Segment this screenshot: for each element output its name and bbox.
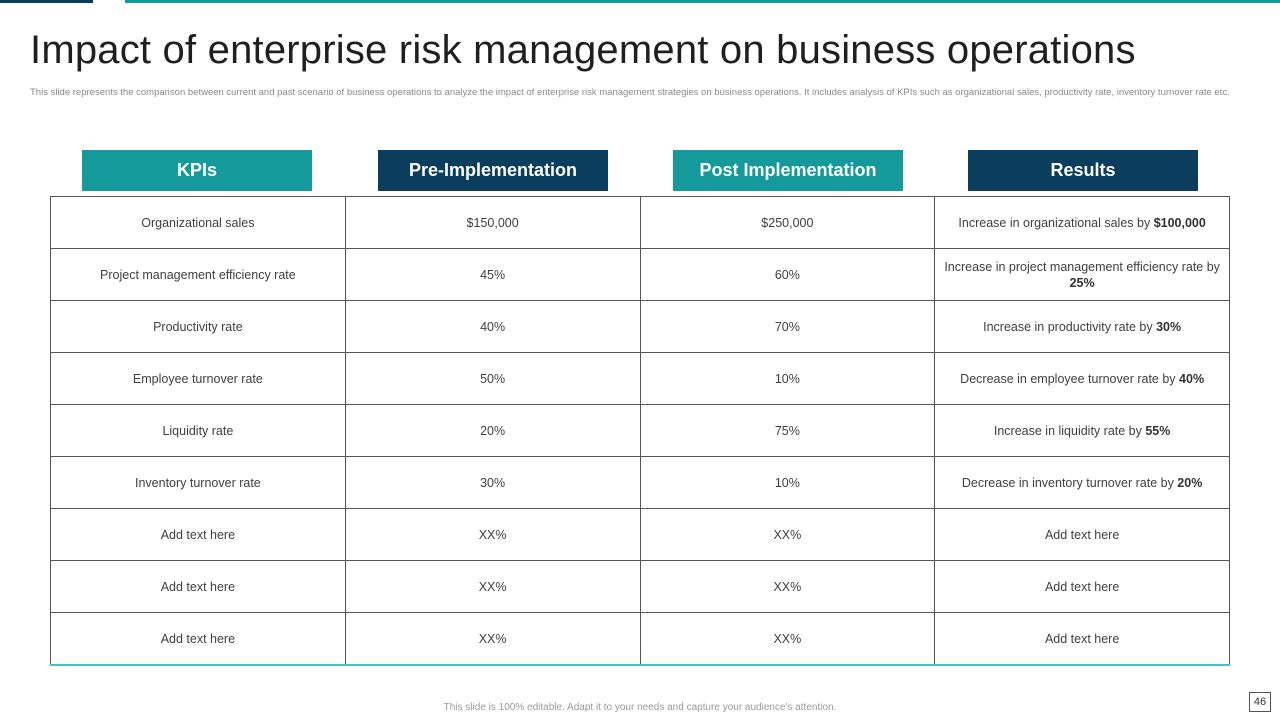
footer-note: This slide is 100% editable. Adapt it to… [443,702,837,713]
result-cell: Add text here [934,612,1230,666]
pre-implementation-cell: XX% [344,508,641,561]
kpi-comparison-table: Organizational sales $150,000 $250,000 Incr… [50,196,1230,666]
result-text: Increase in project management efficienc… [944,259,1220,274]
result-text: Decrease in inventory turnover rate by [961,475,1178,490]
result-value: 30% [1156,319,1182,334]
post-implementation-cell: XX% [639,560,936,613]
pre-implementation-cell: 20% [344,404,641,457]
kpi-cell: Add text here [50,612,346,666]
kpi-cell: Project management efficiency rate [50,248,346,301]
table-row: Productivity rate 40% 70% Increase in produ… [50,300,1230,353]
post-implementation-cell: 10% [639,456,936,509]
kpi-cell: Add text here [50,560,346,613]
column-headers: KPIs Pre-Implementation Post Implementat… [50,150,1230,191]
kpi-cell: Organizational sales [50,196,346,249]
table-row: Add text here XX% XX% Add text here [50,560,1230,613]
header-pre-implementation: Pre-Implementation [378,150,608,191]
page-number: 46 [1249,692,1271,712]
pre-implementation-cell: 50% [344,352,641,405]
header-kpis: KPIs [82,150,312,191]
kpi-cell: Liquidity rate [50,404,346,457]
table-row: Add text here XX% XX% Add text here [50,508,1230,561]
result-cell: Increase in project management efficienc… [934,248,1230,301]
pre-implementation-cell: 30% [344,456,641,509]
kpi-cell: Add text here [50,508,346,561]
post-implementation-cell: 60% [639,248,936,301]
result-cell: Increase in organizational sales by $100… [934,196,1230,249]
post-implementation-cell: 10% [639,352,936,405]
table-row: Employee turnover rate 50% 10% Decrease in … [50,352,1230,405]
slide-subtitle: This slide represents the comparison bet… [30,87,1230,98]
result-value: $100,000 [1153,215,1206,230]
header-post-implementation: Post Implementation [673,150,903,191]
post-implementation-cell: XX% [639,508,936,561]
kpi-cell: Inventory turnover rate [50,456,346,509]
result-text: Increase in liquidity rate by [993,423,1146,438]
result-value: 55% [1145,423,1171,438]
kpi-cell: Productivity rate [50,300,346,353]
post-implementation-cell: 70% [639,300,936,353]
result-value: 20% [1177,475,1203,490]
pre-implementation-cell: XX% [344,612,641,666]
result-value: 40% [1179,371,1205,386]
table-row: Inventory turnover rate 30% 10% Decrease in… [50,456,1230,509]
pre-implementation-cell: $150,000 [344,196,641,249]
kpi-cell: Employee turnover rate [50,352,346,405]
post-implementation-cell: 75% [639,404,936,457]
result-cell: Increase in productivity rate by 30% [934,300,1230,353]
result-value: 25% [1069,275,1095,290]
result-text: Add text here [1044,579,1120,594]
result-cell: Add text here [934,560,1230,613]
pre-implementation-cell: XX% [344,560,641,613]
top-accent-bar-teal [125,0,1280,3]
table-row: Liquidity rate 20% 75% Increase in liquidit… [50,404,1230,457]
top-accent-bar-dark [0,0,93,3]
result-text: Increase in productivity rate by [983,319,1157,334]
result-cell: Decrease in employee turnover rate by 40… [934,352,1230,405]
result-cell: Add text here [934,508,1230,561]
post-implementation-cell: $250,000 [639,196,936,249]
pre-implementation-cell: 45% [344,248,641,301]
result-cell: Increase in liquidity rate by 55% [934,404,1230,457]
table-row: Add text here XX% XX% Add text here [50,612,1230,666]
result-text: Add text here [1044,527,1120,542]
result-text: Add text here [1044,631,1120,646]
table-row: Project management efficiency rate 45% 60%… [50,248,1230,301]
result-text: Decrease in employee turnover rate by [960,371,1180,386]
result-cell: Decrease in inventory turnover rate by 2… [934,456,1230,509]
slide-title: Impact of enterprise risk management on … [30,28,1136,72]
pre-implementation-cell: 40% [344,300,641,353]
result-text: Increase in organizational sales by [958,215,1154,230]
table-row: Organizational sales $150,000 $250,000 Incr… [50,196,1230,249]
header-results: Results [968,150,1198,191]
post-implementation-cell: XX% [639,612,936,666]
